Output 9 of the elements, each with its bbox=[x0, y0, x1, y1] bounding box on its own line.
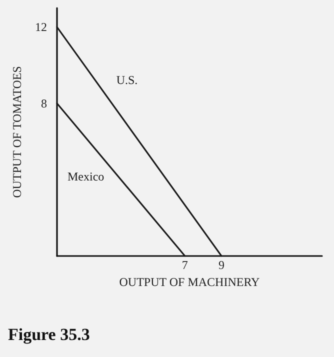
y-tick-label: 8 bbox=[41, 96, 47, 110]
series-label: Mexico bbox=[68, 169, 104, 184]
x-tick-label: 9 bbox=[218, 258, 224, 272]
x-axis-title: OUTPUT OF MACHINERY bbox=[119, 274, 260, 289]
text: Figure 35.3 bbox=[8, 325, 90, 344]
y-axis-title: OUTPUT OF TOMATOES bbox=[10, 66, 24, 198]
y-tick-label: 12 bbox=[35, 20, 47, 34]
series-label: U.S. bbox=[116, 72, 138, 87]
x-tick-label: 7 bbox=[182, 258, 188, 272]
